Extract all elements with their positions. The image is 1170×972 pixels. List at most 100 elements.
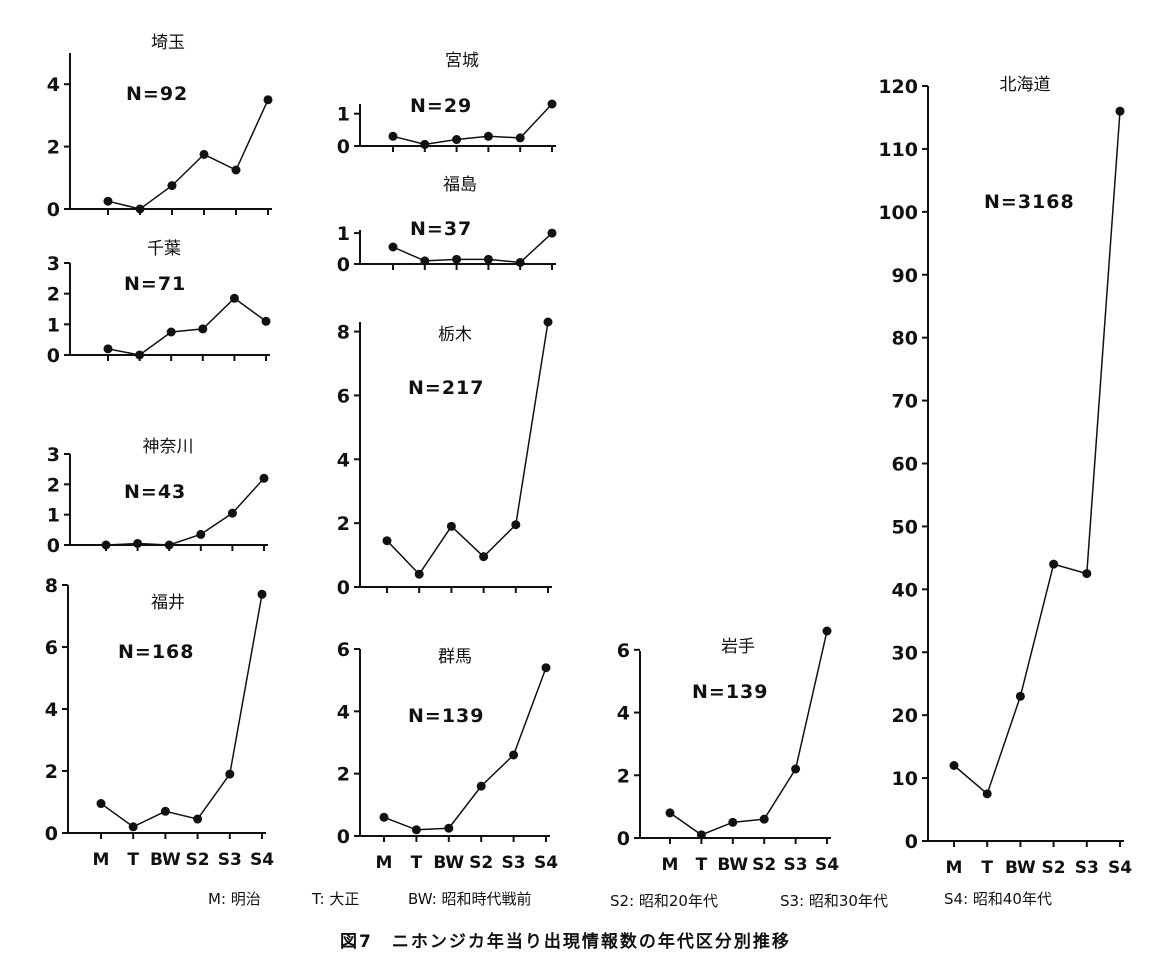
chart-fukui: 0 2 4 6 8 M T BW S2 S3 S4 福井 N=168 [45, 575, 274, 870]
y-tick-label: 1 [337, 104, 350, 126]
x-tick-label: M [93, 850, 110, 870]
data-point [135, 204, 145, 214]
series-line [100, 594, 263, 828]
data-point [103, 196, 113, 206]
y-tick-label: 1 [337, 223, 350, 245]
series-line [953, 111, 1121, 796]
y-tick-label: 0 [337, 136, 350, 158]
data-point [166, 327, 176, 337]
y-tick-label: 0 [617, 828, 630, 850]
x-tick-label: T [127, 850, 139, 870]
y-tick-label: 0 [47, 535, 60, 557]
x-tick-label: S3 [218, 850, 242, 870]
data-point [1082, 569, 1092, 579]
x-tick-label: M [946, 858, 963, 878]
data-point [128, 822, 138, 832]
y-tick-label: 6 [337, 639, 350, 661]
y-tick-label: 1 [47, 505, 60, 527]
data-point [728, 817, 738, 827]
data-point [199, 149, 209, 159]
y-tick-label: 0 [47, 199, 60, 221]
chart-n-label: N=43 [124, 481, 186, 503]
x-tick-label: S2 [752, 855, 776, 875]
data-point [1115, 106, 1125, 116]
data-point [696, 830, 706, 840]
data-point [511, 520, 521, 530]
x-tick-label: BW [150, 850, 181, 870]
chart-title: 宮城 [445, 51, 479, 71]
y-tick-label: 0 [45, 823, 58, 845]
x-tick-label: T [981, 858, 993, 878]
data-point [541, 663, 551, 673]
y-tick-label: 2 [47, 474, 60, 496]
x-tick-label: S4 [1108, 858, 1132, 878]
y-tick-label: 6 [337, 385, 350, 407]
data-point [133, 538, 143, 548]
x-tick-label: BW [1005, 858, 1036, 878]
data-point [263, 95, 273, 105]
legend-item-m: M: 明治 [208, 890, 261, 908]
series-line [107, 297, 267, 356]
chart-gunma: 0 2 4 6 M T BW S2 S3 S4 群馬 N=139 [337, 639, 558, 873]
legend-item-bw: BW: 昭和時代戦前 [408, 890, 532, 908]
data-point [982, 789, 992, 799]
chart-saitama: 0 2 4 埼玉 N=92 [47, 33, 273, 221]
chart-miyagi: 0 1 宮城 N=29 [337, 51, 557, 158]
y-tick-label: 6 [45, 637, 58, 659]
data-point [509, 750, 519, 760]
chart-tochigi: 0 2 4 6 8 栃木 N=217 [337, 317, 553, 599]
x-tick-label: M [376, 853, 393, 873]
data-point [759, 814, 769, 824]
y-tick-label: 2 [337, 513, 350, 535]
x-tick-label: S3 [784, 855, 808, 875]
legend-item-s4: S4: 昭和40年代 [944, 890, 1052, 908]
data-point [452, 135, 462, 145]
data-point [515, 133, 525, 143]
data-point [227, 508, 237, 518]
data-point [259, 473, 269, 483]
data-point [257, 589, 267, 599]
chart-n-label: N=168 [118, 641, 194, 663]
data-point [388, 242, 398, 252]
y-tick-label: 2 [337, 764, 350, 786]
data-point [225, 769, 235, 779]
y-tick-label: 1 [47, 314, 60, 336]
y-tick-label: 10 [892, 768, 918, 790]
y-tick-label: 8 [337, 322, 350, 344]
y-tick-label: 60 [892, 454, 918, 476]
y-tick-label: 110 [878, 139, 918, 161]
chart-title: 千葉 [147, 239, 181, 259]
y-tick-label: 4 [337, 449, 350, 471]
series-line [105, 477, 265, 546]
chart-kanagawa: 0 1 2 3 神奈川 N=43 [47, 437, 269, 557]
chart-n-label: N=3168 [984, 191, 1075, 213]
data-point [665, 808, 675, 818]
chart-n-label: N=29 [410, 95, 472, 117]
x-tick-label: BW [433, 853, 464, 873]
chart-n-label: N=139 [692, 681, 768, 703]
y-tick-label: 90 [892, 265, 918, 287]
data-point [261, 316, 271, 326]
y-tick-label: 0 [905, 831, 918, 853]
y-tick-label: 8 [45, 575, 58, 597]
chart-n-label: N=92 [126, 83, 188, 105]
data-point [822, 626, 832, 636]
x-tick-label: S2 [1042, 858, 1066, 878]
data-point [135, 350, 145, 360]
chart-title: 福井 [151, 593, 185, 613]
data-point [479, 552, 489, 562]
chart-n-label: N=37 [410, 218, 472, 240]
data-point [1049, 559, 1059, 569]
y-tick-label: 30 [892, 642, 918, 664]
y-tick-label: 4 [617, 703, 630, 725]
data-point [101, 540, 111, 550]
data-point [1015, 691, 1025, 701]
series-line [669, 630, 828, 836]
y-tick-label: 3 [47, 253, 60, 275]
data-point [96, 799, 106, 809]
y-tick-label: 0 [47, 345, 60, 367]
chart-n-label: N=71 [124, 273, 186, 295]
data-point [543, 317, 553, 327]
series-line [386, 321, 549, 576]
chart-n-label: N=217 [408, 377, 484, 399]
